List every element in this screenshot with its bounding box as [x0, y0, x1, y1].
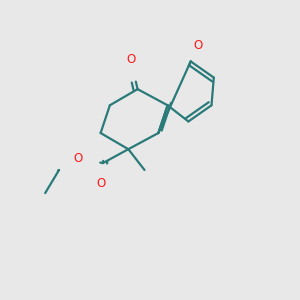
Text: O: O [126, 52, 135, 66]
Text: O: O [96, 177, 105, 190]
Text: O: O [193, 39, 202, 52]
Text: O: O [73, 152, 82, 165]
